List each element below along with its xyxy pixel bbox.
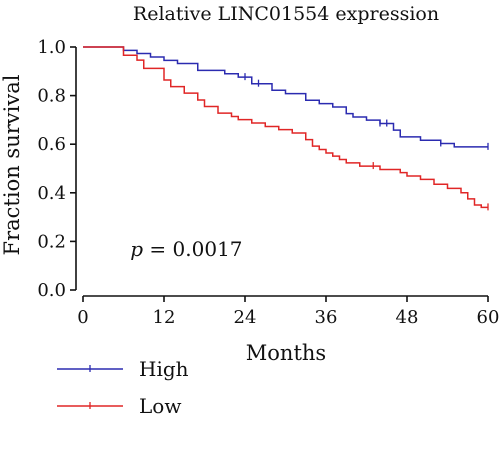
y-tick-label: 0.6 <box>37 134 66 155</box>
y-tick-label: 0.4 <box>37 183 66 204</box>
y-tick-label: 0.0 <box>37 280 66 301</box>
x-tick-label: 0 <box>77 307 88 328</box>
x-tick-label: 48 <box>396 307 419 328</box>
x-tick-label: 24 <box>234 307 257 328</box>
y-tick-label: 0.8 <box>37 86 66 107</box>
p-value-annotation: p = 0.0017 <box>130 237 242 261</box>
p-value: = 0.0017 <box>143 237 242 261</box>
x-axis-label: Months <box>246 341 326 365</box>
y-tick-label: 1.0 <box>37 37 66 58</box>
series-line-low <box>83 46 488 209</box>
legend: High Low <box>57 357 189 418</box>
y-tick-label: 0.2 <box>37 231 66 252</box>
p-label: p <box>130 237 143 261</box>
axes: 0 12 24 36 48 60 0.0 0.2 0.4 0.6 0.8 1.0 <box>37 37 499 328</box>
y-axis-label: Fraction survival <box>0 74 24 255</box>
legend-label-high: High <box>139 357 189 381</box>
x-tick-label: 36 <box>315 307 338 328</box>
legend-label-low: Low <box>139 394 181 418</box>
x-tick-label: 12 <box>153 307 176 328</box>
x-tick-label: 60 <box>477 307 500 328</box>
chart-title: Relative LINC01554 expression <box>133 3 439 25</box>
series-line-high <box>83 46 488 148</box>
series-lines <box>83 46 489 211</box>
